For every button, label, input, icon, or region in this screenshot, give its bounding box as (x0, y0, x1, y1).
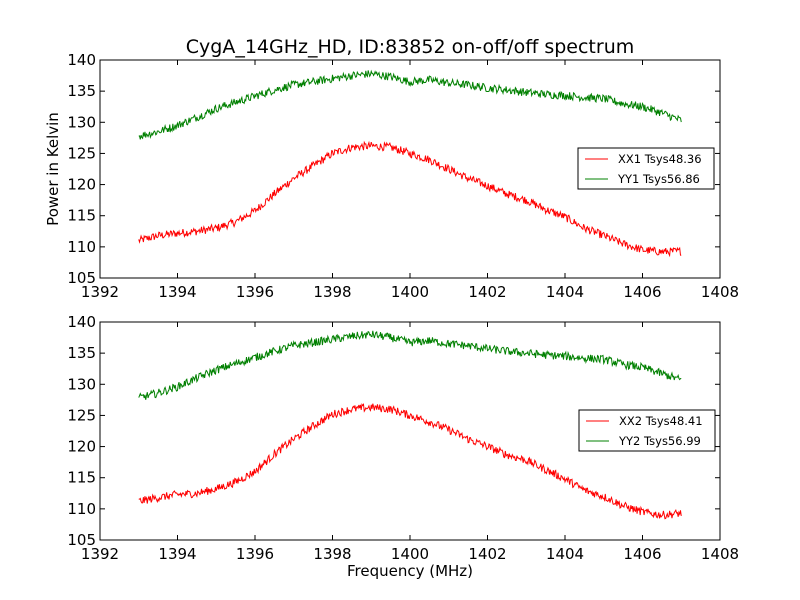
chart-panel-1: 1392 1394 1396 1398 1400 1402 1404 1406 1408 105 1… (44, 51, 739, 301)
figure-title: CygA_14GHz_HD, ID:83852 on-off/off spect… (186, 36, 635, 58)
legend-label: XX2 Tsys48.41 (619, 414, 703, 428)
x-tick-label: 1398 (313, 283, 351, 301)
legend-label: YY2 Tsys56.99 (618, 434, 701, 448)
y-tick-label: 130 (67, 113, 96, 131)
series-line-yy2 (138, 330, 682, 400)
y-tick-label: 135 (67, 344, 96, 362)
y-tick-label: 105 (67, 269, 96, 287)
x-tick-label: 1394 (158, 545, 196, 563)
x-tick-label: 1394 (158, 283, 196, 301)
x-tick-label: 1396 (236, 283, 274, 301)
y-tick-label: 120 (67, 438, 96, 456)
x-tick-label: 1398 (313, 545, 351, 563)
y-tick-label: 140 (67, 313, 96, 331)
legend: XX2 Tsys48.41 YY2 Tsys56.99 (578, 409, 716, 452)
y-tick-label: 130 (67, 375, 96, 393)
x-tick-label: 1392 (81, 283, 119, 301)
x-tick-label: 1392 (81, 545, 119, 563)
x-axis-label: Frequency (MHz) (347, 562, 473, 580)
y-tick-label: 110 (67, 500, 96, 518)
y-axis-label: Power in Kelvin (44, 112, 62, 226)
series-line-xx1 (138, 140, 682, 258)
y-tick-label: 120 (67, 176, 96, 194)
legend-box (578, 409, 716, 452)
series-line-yy1 (138, 69, 682, 140)
series-line-xx2 (138, 402, 682, 520)
x-tick-label: 1404 (546, 545, 584, 563)
legend: XX1 Tsys48.36 YY1 Tsys56.86 (577, 147, 715, 190)
x-tick-label: 1408 (701, 283, 739, 301)
y-tick-label: 125 (67, 144, 96, 162)
x-tick-label: 1402 (468, 283, 506, 301)
x-tick-label: 1396 (236, 545, 274, 563)
x-tick-label: 1400 (391, 545, 429, 563)
panels: 1392 1394 1396 1398 1400 1402 1404 1406 14081051… (44, 51, 739, 580)
y-tick-label: 135 (67, 82, 96, 100)
y-tick-label: 140 (67, 51, 96, 69)
y-tick-label: 110 (67, 238, 96, 256)
legend-label: XX1 Tsys48.36 (618, 152, 702, 166)
y-tick-label: 115 (67, 207, 96, 225)
legend-box (577, 147, 715, 190)
x-tick-label: 1400 (391, 283, 429, 301)
legend-label: YY1 Tsys56.86 (617, 172, 700, 186)
x-tick-label: 1406 (623, 545, 661, 563)
y-tick-label: 125 (67, 406, 96, 424)
y-tick-label: 115 (67, 469, 96, 487)
chart-panel-2: 1392 1394 1396 1398 1400 1402 1404 1406 1408 105 1… (67, 313, 739, 580)
x-tick-label: 1406 (623, 283, 661, 301)
x-tick-label: 1408 (701, 545, 739, 563)
x-tick-label: 1404 (546, 283, 584, 301)
x-tick-label: 1402 (468, 545, 506, 563)
y-tick-label: 105 (67, 531, 96, 549)
